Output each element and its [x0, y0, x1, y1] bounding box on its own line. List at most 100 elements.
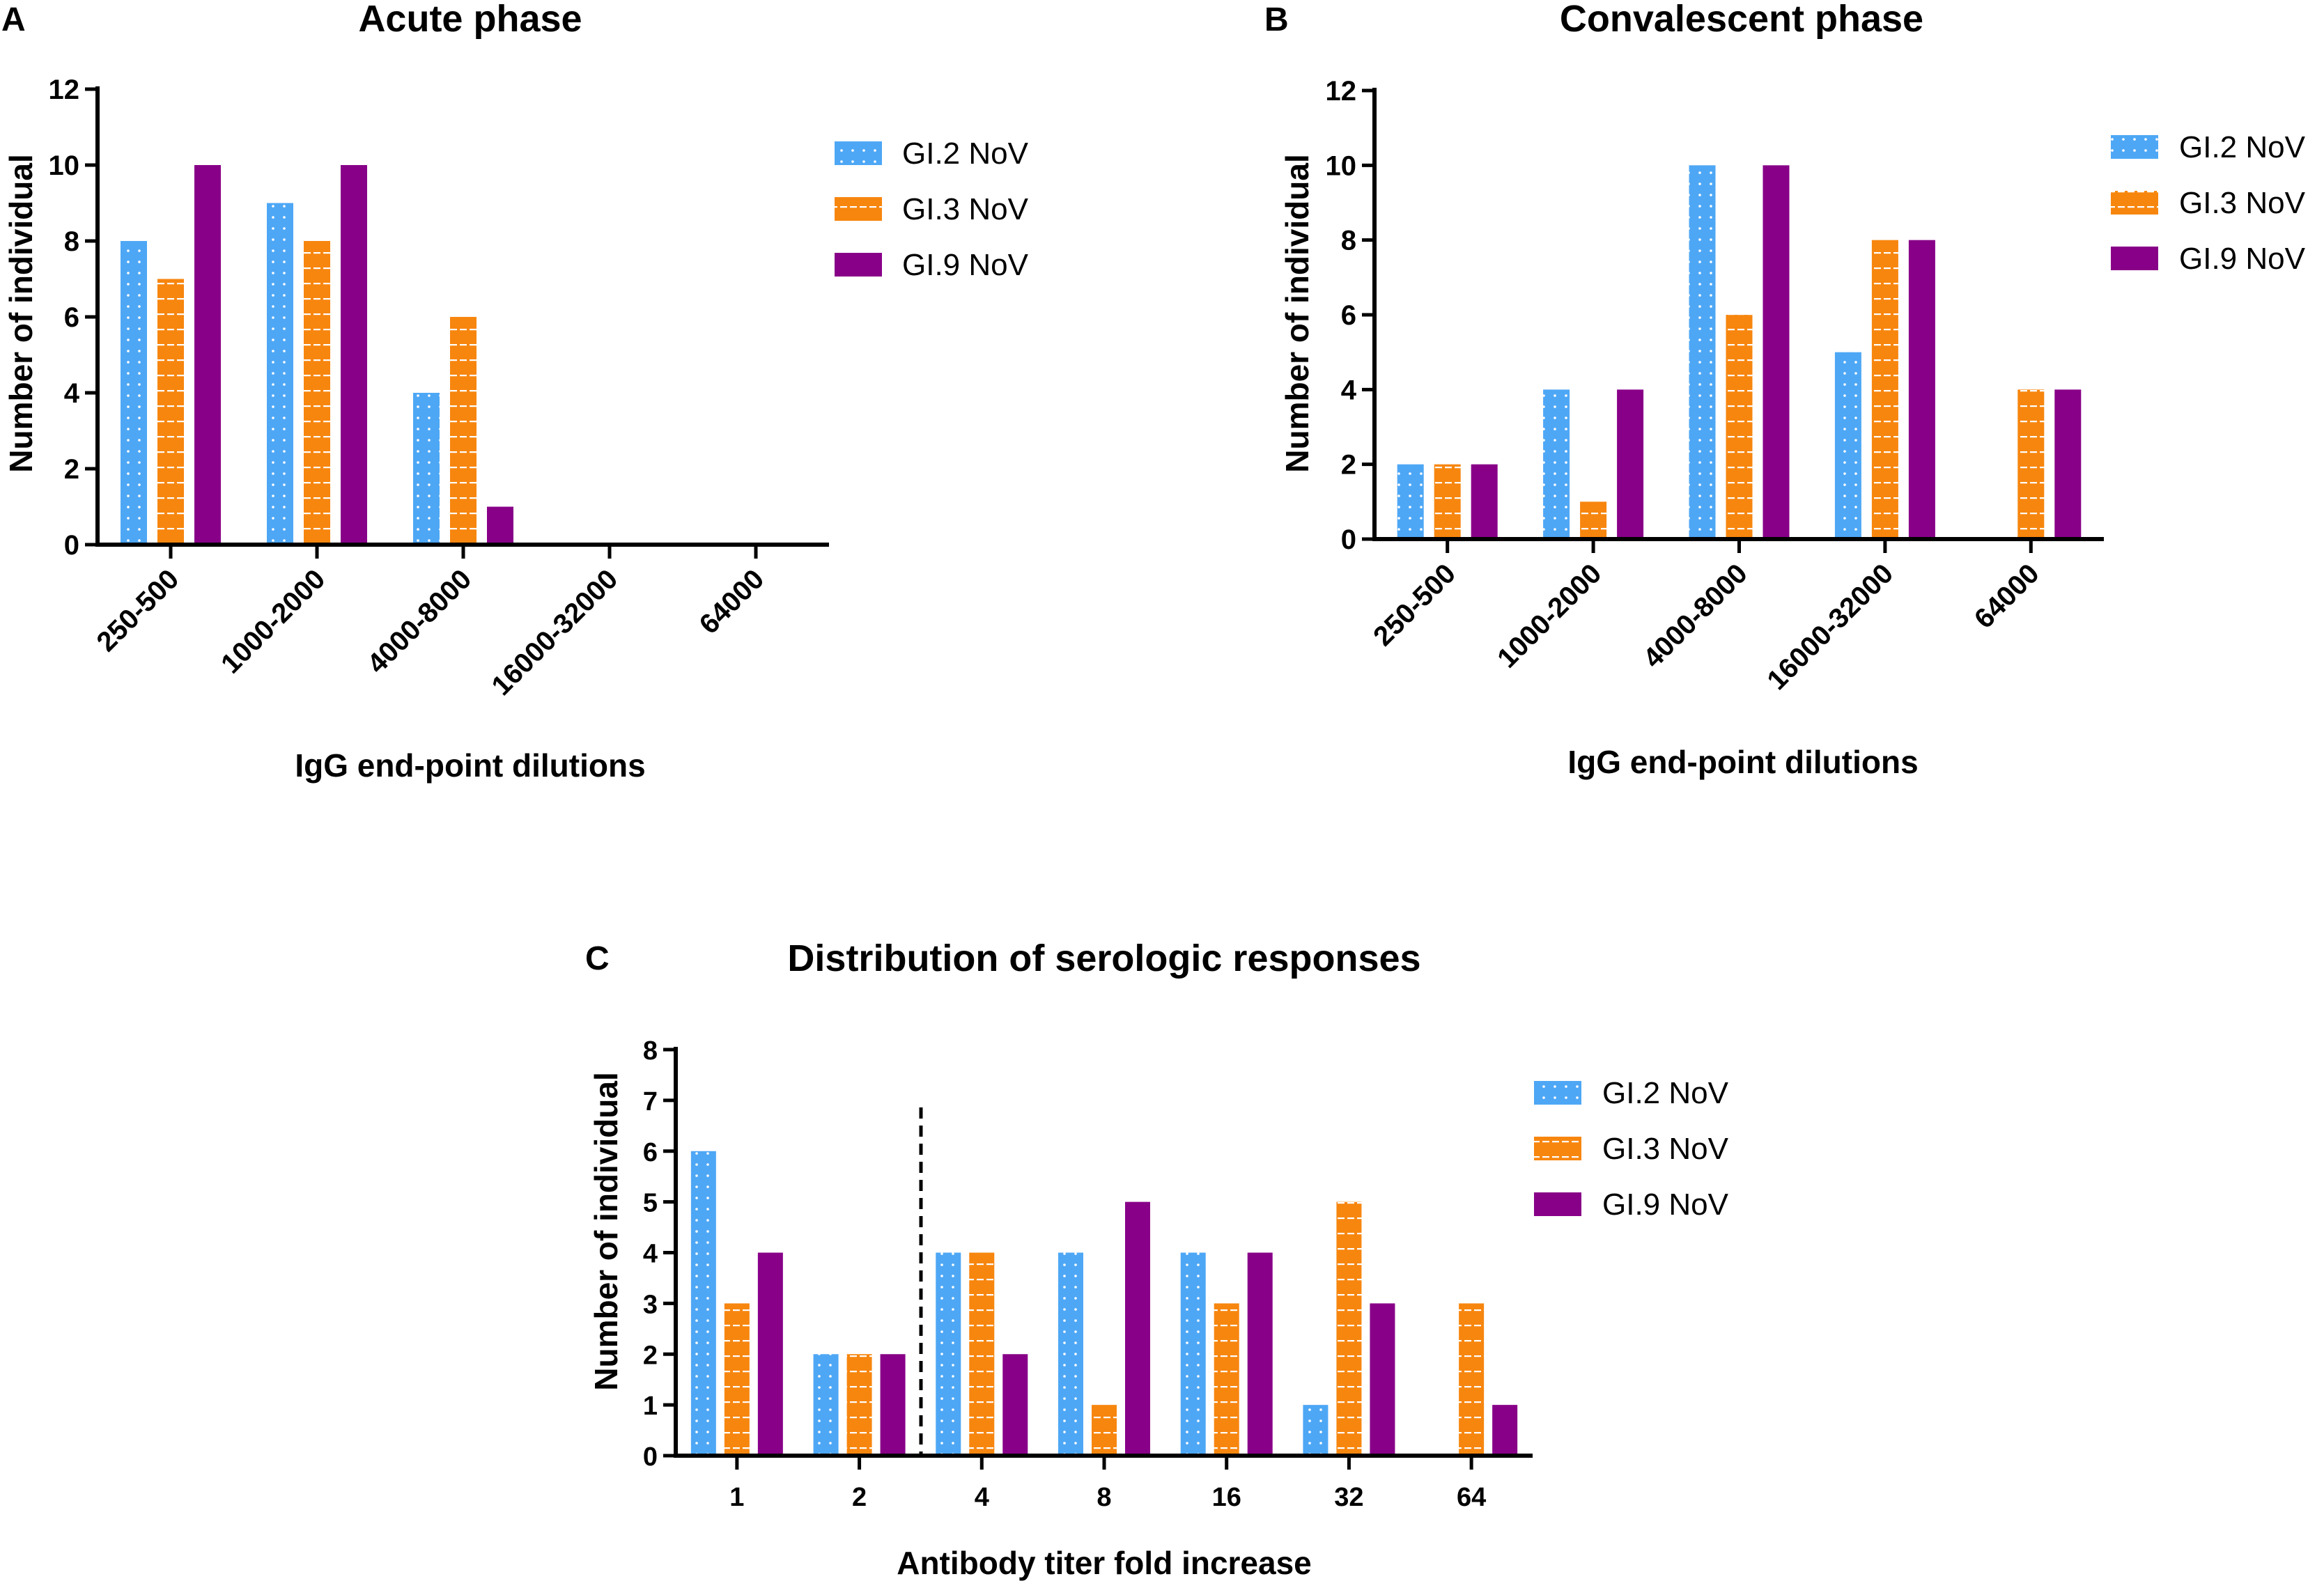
y-tick-label-c-8: 8: [643, 1036, 658, 1066]
bar-c-gi3-0: [724, 1303, 750, 1456]
legend-label-gi2-a: GI.2 NoV: [902, 137, 1029, 171]
panel-label-a: A: [1, 1, 26, 38]
bar-b-gi2-2: [1689, 165, 1716, 540]
legend-swatch-gi9-c: [1534, 1192, 1581, 1216]
bar-c-gi9-6: [1492, 1405, 1518, 1456]
x-tick-label-c-0: 1: [729, 1483, 744, 1512]
legend-entry-gi3-b: GI.3 NoV: [2111, 186, 2306, 220]
legend-label-gi9-c: GI.9 NoV: [1602, 1188, 1729, 1222]
legend-entry-gi9-c: GI.9 NoV: [1534, 1188, 1729, 1222]
chart-title-c: Distribution of serologic responses: [787, 937, 1420, 979]
x-tick-label-c-1: 2: [852, 1483, 867, 1512]
y-tick-label-c-7: 7: [643, 1087, 658, 1116]
x-tick-label-a-3: 16000-32000: [486, 563, 624, 701]
y-tick-label-a-0: 0: [64, 530, 79, 561]
x-tick-label-b-2: 4000-8000: [1637, 558, 1753, 674]
bar-b-gi9-1: [1617, 389, 1644, 539]
bar-a-gi9-2: [487, 506, 513, 545]
bar-c-gi2-4: [1180, 1252, 1206, 1456]
bar-b-gi2-1: [1543, 389, 1570, 539]
x-axis-label-b: IgG end-point dilutions: [1567, 744, 1918, 780]
y-tick-label-a-1: 2: [64, 454, 79, 485]
bar-c-gi2-0: [690, 1151, 716, 1456]
bar-b-gi9-2: [1763, 165, 1790, 540]
y-tick-label-a-2: 4: [64, 378, 80, 409]
y-tick-label-c-5: 5: [643, 1189, 658, 1218]
legend-label-gi2-b: GI.2 NoV: [2179, 130, 2306, 164]
bar-b-gi2-3: [1834, 352, 1861, 539]
y-tick-label-c-2: 2: [643, 1341, 658, 1370]
x-axis-label-a: IgG end-point dilutions: [295, 747, 645, 784]
legend-c: GI.2 NoV GI.3 NoV GI.9 NoV: [1534, 1076, 1729, 1222]
legend-label-gi9-a: GI.9 NoV: [902, 248, 1029, 282]
bar-c-gi9-2: [1002, 1354, 1028, 1456]
legend-swatch-gi3-a: [835, 197, 882, 221]
y-tick-label-a-4: 8: [64, 226, 79, 257]
bar-a-gi3-2: [450, 317, 477, 545]
bar-c-gi3-6: [1459, 1303, 1485, 1456]
bar-c-gi2-5: [1303, 1405, 1328, 1456]
y-tick-label-a-3: 6: [64, 302, 79, 333]
y-tick-label-a-6: 12: [49, 75, 80, 105]
x-tick-label-b-3: 16000-32000: [1761, 558, 1899, 696]
legend-swatch-gi9-b: [2111, 247, 2158, 270]
bar-c-gi9-1: [880, 1354, 906, 1456]
bar-b-gi3-3: [1871, 240, 1898, 539]
bar-b-gi9-0: [1471, 464, 1498, 539]
chart-convalescent-phase: B Convalescent phase Number of individua…: [1264, 0, 2306, 780]
x-tick-label-c-6: 64: [1457, 1483, 1486, 1512]
panel-label-b: B: [1264, 1, 1289, 38]
y-axis-label-a: Number of individual: [3, 154, 39, 472]
x-tick-label-c-4: 16: [1212, 1483, 1241, 1512]
y-tick-label-a-5: 10: [49, 150, 80, 181]
x-tick-label-a-4: 64000: [694, 563, 770, 640]
x-tick-label-a-2: 4000-8000: [362, 563, 477, 679]
bar-c-gi2-1: [813, 1354, 839, 1456]
legend-entry-gi2-b: GI.2 NoV: [2111, 130, 2306, 164]
bar-b-gi9-4: [2054, 389, 2082, 539]
y-tick-label-b-4: 8: [1341, 226, 1356, 256]
chart-title-a: Acute phase: [358, 0, 582, 40]
legend-label-gi3-a: GI.3 NoV: [902, 192, 1029, 226]
y-tick-label-c-4: 4: [643, 1240, 658, 1269]
x-tick-label-c-2: 4: [975, 1483, 989, 1512]
legend-entry-gi2-a: GI.2 NoV: [835, 137, 1029, 171]
legend-label-gi2-c: GI.2 NoV: [1602, 1076, 1729, 1110]
x-tick-label-b-1: 1000-2000: [1492, 558, 1607, 674]
legend-entry-gi9-b: GI.9 NoV: [2111, 242, 2306, 276]
legend-label-gi3-c: GI.3 NoV: [1602, 1132, 1729, 1166]
bar-b-gi3-2: [1726, 315, 1753, 539]
y-tick-label-b-5: 10: [1326, 150, 1357, 181]
bar-a-gi9-0: [194, 165, 221, 545]
y-axis-label-b: Number of individual: [1279, 154, 1315, 472]
bar-c-gi2-3: [1058, 1252, 1083, 1456]
bar-a-gi9-1: [341, 165, 367, 545]
bar-c-gi9-4: [1247, 1252, 1273, 1456]
legend-a: GI.2 NoV GI.3 NoV GI.9 NoV: [835, 137, 1029, 282]
legend-b: GI.2 NoV GI.3 NoV GI.9 NoV: [2111, 130, 2306, 276]
bar-b-gi3-1: [1580, 501, 1607, 539]
y-tick-label-c-1: 1: [643, 1392, 658, 1421]
bar-b-gi3-4: [2017, 389, 2045, 539]
bar-b-gi2-0: [1397, 464, 1424, 539]
bar-c-gi2-2: [936, 1252, 961, 1456]
chart-acute-phase: A Acute phase Number of individual IgG e…: [1, 0, 1029, 784]
x-tick-label-c-3: 8: [1097, 1483, 1111, 1512]
bar-a-gi2-2: [413, 393, 440, 545]
bar-a-gi2-1: [267, 203, 293, 545]
x-tick-label-a-0: 250-500: [91, 563, 185, 657]
chart-serologic-responses: C Distribution of serologic responses Nu…: [585, 937, 1729, 1581]
y-tick-label-b-6: 12: [1326, 76, 1357, 107]
legend-label-gi3-b: GI.3 NoV: [2179, 186, 2306, 220]
bar-a-gi2-0: [121, 241, 147, 545]
x-axis-label-c: Antibody titer fold increase: [897, 1545, 1312, 1581]
x-tick-label-b-0: 250-500: [1368, 558, 1462, 652]
panel-label-c: C: [585, 940, 610, 977]
legend-entry-gi3-c: GI.3 NoV: [1534, 1132, 1729, 1166]
legend-swatch-gi9-a: [835, 253, 882, 277]
bar-c-gi3-3: [1092, 1405, 1117, 1456]
bar-b-gi3-0: [1434, 464, 1461, 539]
legend-label-gi9-b: GI.9 NoV: [2179, 242, 2306, 276]
bar-c-gi9-3: [1125, 1201, 1150, 1456]
